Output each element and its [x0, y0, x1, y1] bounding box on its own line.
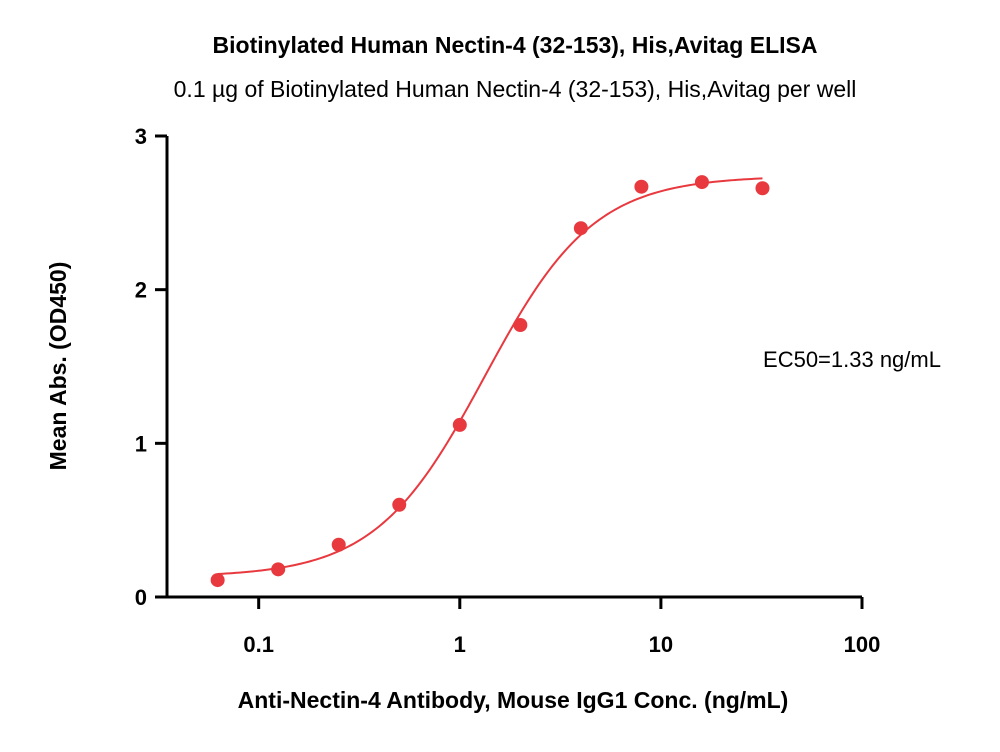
y-axis-label: Mean Abs. (OD450): [45, 262, 71, 471]
x-tick-label: 100: [844, 632, 881, 657]
x-tick-label: 10: [649, 632, 673, 657]
data-point: [331, 537, 346, 552]
chart-title: Biotinylated Human Nectin-4 (32-153), Hi…: [212, 32, 818, 58]
x-axis-label: Anti-Nectin-4 Antibody, Mouse IgG1 Conc.…: [238, 687, 789, 713]
fit-curve: [217, 177, 763, 576]
x-tick-label: 1: [454, 632, 466, 657]
chart-subtitle: 0.1 µg of Biotinylated Human Nectin-4 (3…: [173, 76, 857, 102]
ec50-annotation: EC50=1.33 ng/mL: [763, 347, 941, 372]
y-tick-label: 1: [135, 431, 147, 456]
x-tick-label: 0.1: [243, 632, 274, 657]
data-point: [452, 417, 467, 432]
axes: 0 1 2 3 0.1 1 10 100: [135, 124, 881, 657]
data-point: [392, 497, 407, 512]
data-point: [755, 181, 770, 196]
data-point: [634, 179, 649, 194]
y-tick-label: 2: [135, 278, 147, 303]
data-points-layer: [210, 175, 770, 588]
y-tick-label: 3: [135, 124, 147, 149]
data-point: [271, 562, 286, 577]
y-tick-label: 0: [135, 585, 147, 610]
data-point: [573, 221, 588, 236]
data-point: [694, 175, 709, 190]
data-point: [513, 318, 528, 333]
data-point: [210, 573, 225, 588]
fit-curve-layer: [217, 177, 763, 576]
